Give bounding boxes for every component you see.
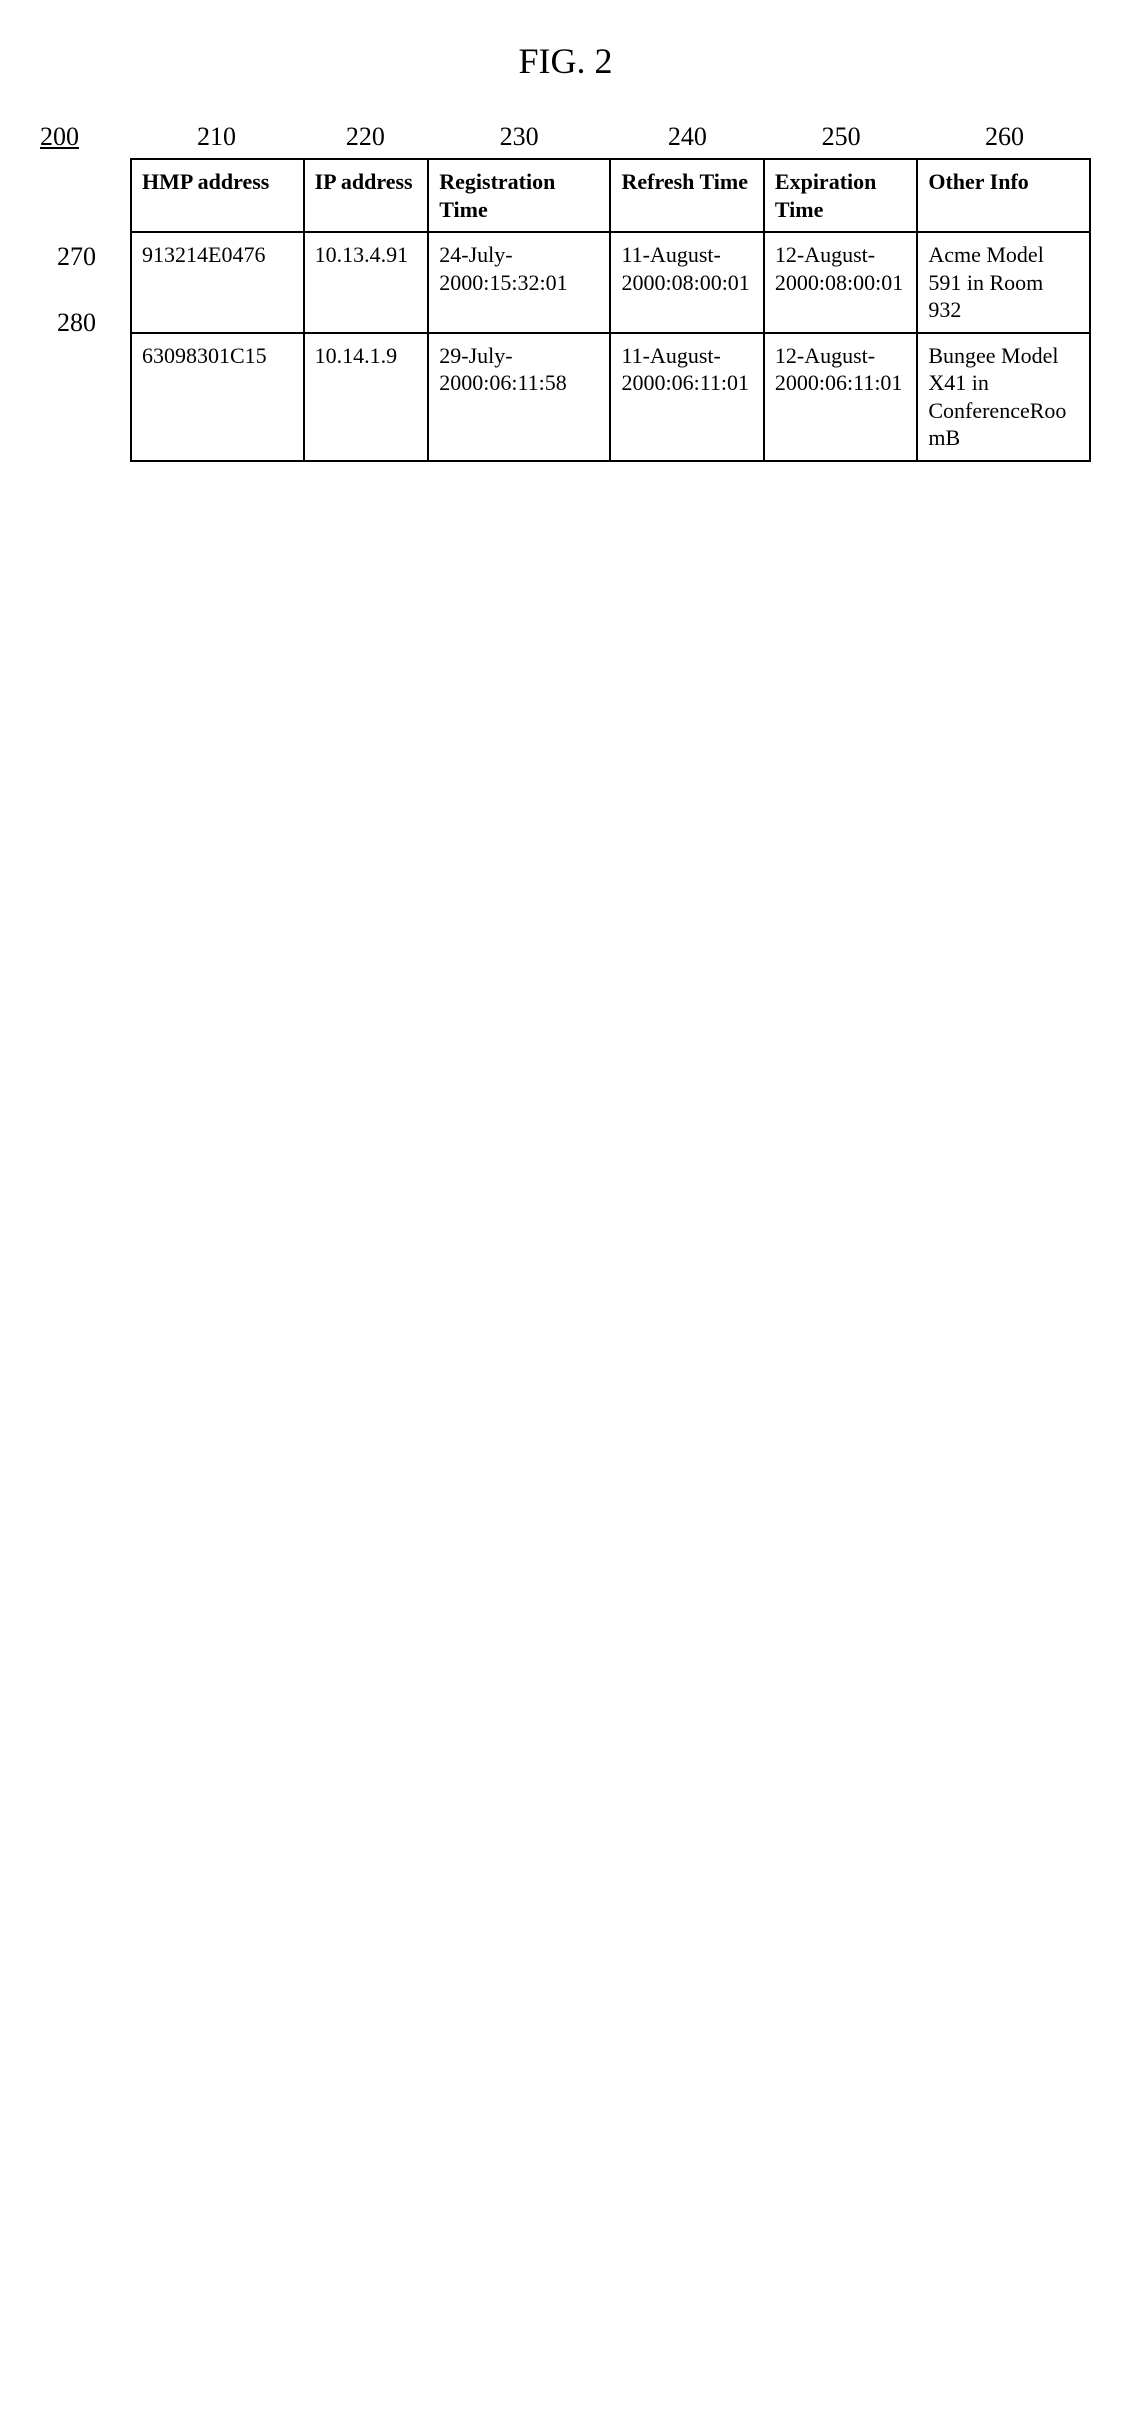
- column-ref-label: 250: [764, 122, 918, 152]
- figure-title: FIG. 2: [40, 40, 1091, 82]
- table-cell: 10.13.4.91: [304, 232, 429, 333]
- table-row: 913214E047610.13.4.9124-July-2000:15:32:…: [131, 232, 1090, 333]
- row-label-spacer: [40, 158, 100, 224]
- table-header-row: HMP addressIP addressRegistration TimeRe…: [131, 159, 1090, 232]
- row-labels-column: 270280: [40, 158, 100, 462]
- table-cell: 12-August-2000:08:00:01: [764, 232, 917, 333]
- column-header: Refresh Time: [610, 159, 763, 232]
- column-header: IP address: [304, 159, 429, 232]
- table-cell: 11-August-2000:06:11:01: [610, 333, 763, 461]
- column-header: Registration Time: [428, 159, 610, 232]
- table-cell: 24-July-2000:15:32:01: [428, 232, 610, 333]
- table-cell: 11-August-2000:08:00:01: [610, 232, 763, 333]
- column-header: HMP address: [131, 159, 304, 232]
- table-row: 63098301C1510.14.1.929-July-2000:06:11:5…: [131, 333, 1090, 461]
- data-table: HMP addressIP addressRegistration TimeRe…: [130, 158, 1091, 462]
- row-ref-label: 280: [40, 290, 100, 356]
- table-cell: 913214E0476: [131, 232, 304, 333]
- table-cell: 10.14.1.9: [304, 333, 429, 461]
- column-ref-label: 210: [130, 122, 303, 152]
- column-ref-label: 220: [303, 122, 428, 152]
- figure-container: FIG. 2 200 210220230240250260 270280 HMP…: [40, 40, 1091, 462]
- table-body-row: 270280 HMP addressIP addressRegistration…: [40, 158, 1091, 462]
- column-ref-label: 260: [918, 122, 1091, 152]
- table-cell: Acme Model 591 in Room 932: [917, 232, 1090, 333]
- figure-ref-label: 200: [40, 122, 100, 152]
- table-cell: 63098301C15: [131, 333, 304, 461]
- row-ref-label: 270: [40, 224, 100, 290]
- table-cell: Bungee Model X41 in ConferenceRoomB: [917, 333, 1090, 461]
- column-ref-label: 230: [428, 122, 611, 152]
- column-header: Expiration Time: [764, 159, 917, 232]
- column-label-row: 200 210220230240250260: [40, 122, 1091, 152]
- table-cell: 29-July-2000:06:11:58: [428, 333, 610, 461]
- column-ref-label: 240: [610, 122, 764, 152]
- column-header: Other Info: [917, 159, 1090, 232]
- table-cell: 12-August-2000:06:11:01: [764, 333, 917, 461]
